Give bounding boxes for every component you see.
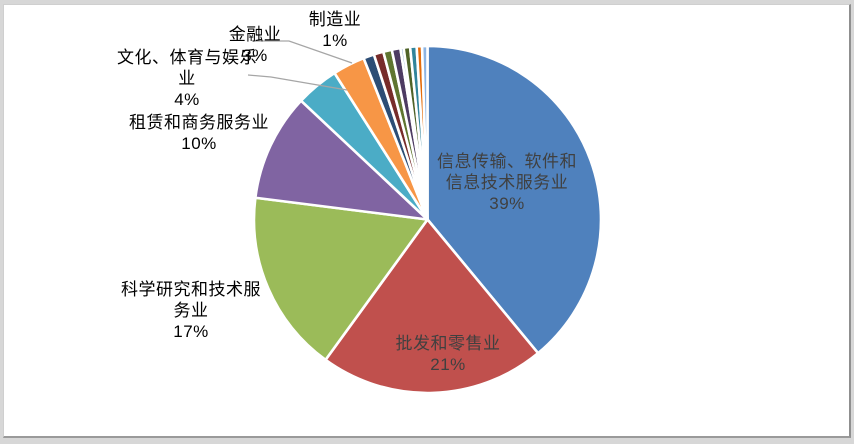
pie-slice-租赁和商务服务业[interactable] [254,99,429,221]
pie-slice-批发和零售业[interactable] [324,218,540,395]
pie-slice-信息传输、软件和信息技术服务业[interactable] [426,44,603,355]
leader-line-金融业 [253,40,353,64]
pie-slice-科学研究和技术服务业[interactable] [252,196,429,362]
leader-line-文化、体育与娱乐业 [247,74,348,91]
pie-slice-small-14[interactable] [420,44,429,221]
